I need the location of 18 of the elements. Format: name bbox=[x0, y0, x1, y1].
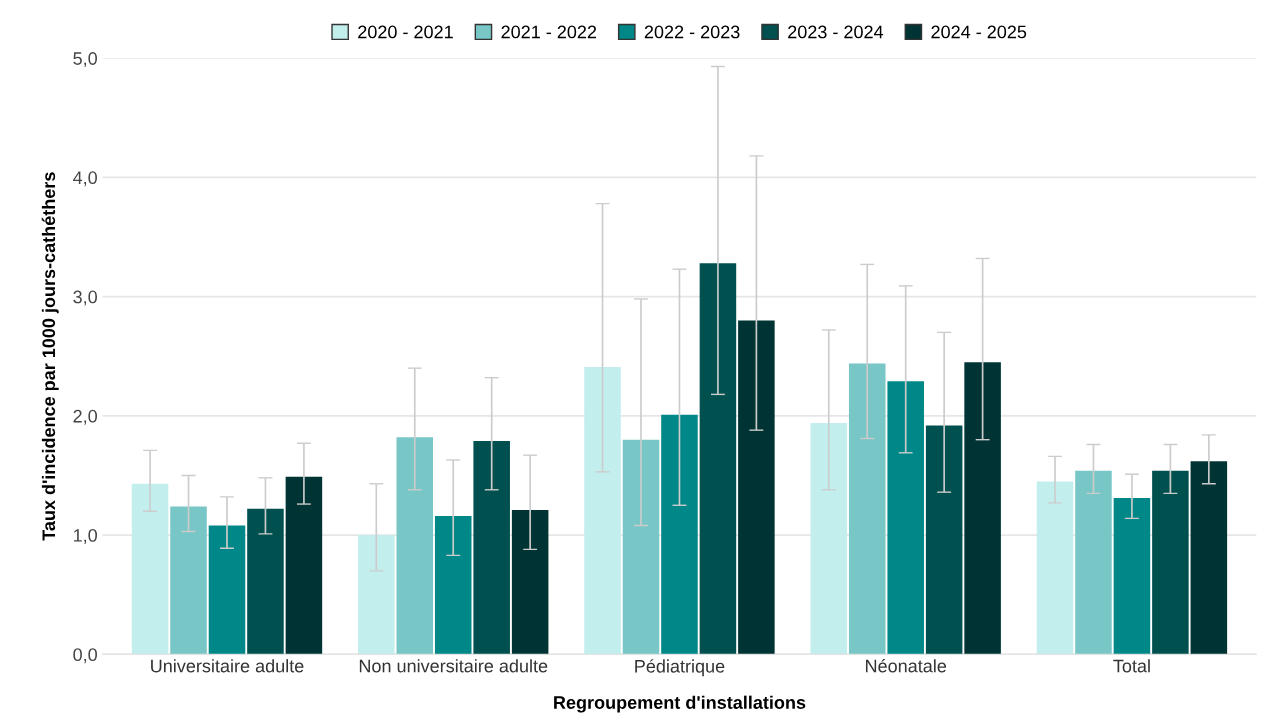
y-tick-label: 0,0 bbox=[73, 648, 97, 664]
x-tick-label: Pédiatrique bbox=[635, 659, 725, 677]
y-tick-label: 4,0 bbox=[73, 171, 97, 187]
legend-label: 2021 - 2022 bbox=[501, 25, 597, 39]
x-tick-label: Universitaire adulte bbox=[151, 659, 304, 673]
y-tick-label: 5,0 bbox=[73, 52, 97, 68]
x-axis-title: Regroupement d'installations bbox=[554, 695, 806, 713]
y-tick-label: 3,0 bbox=[73, 290, 97, 306]
legend-label: 2022 - 2023 bbox=[644, 25, 740, 39]
x-tick-label: Non universitaire adulte bbox=[359, 659, 548, 673]
y-tick-label: 1,0 bbox=[73, 529, 97, 544]
y-axis-title: Taux d'incidence par 1000 jours-cathéthers bbox=[41, 172, 59, 541]
x-tick-label: Néonatale bbox=[866, 658, 947, 673]
legend-label: 2023 - 2024 bbox=[788, 25, 884, 39]
x-tick-label: Total bbox=[1113, 659, 1150, 673]
y-tick-label: 2,0 bbox=[73, 409, 97, 425]
legend-label: 2024 - 2025 bbox=[931, 25, 1027, 39]
legend-label: 2020 - 2021 bbox=[358, 25, 453, 39]
